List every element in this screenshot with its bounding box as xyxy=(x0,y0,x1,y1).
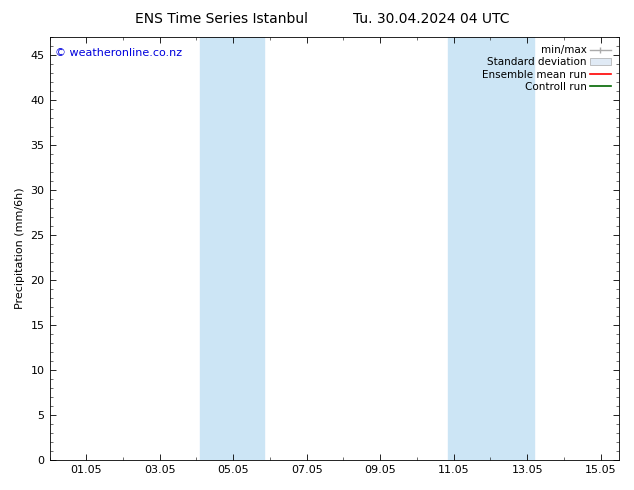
Bar xyxy=(448,37,534,460)
Legend: min/max, Standard deviation, Ensemble mean run, Controll run: min/max, Standard deviation, Ensemble me… xyxy=(479,42,614,95)
Text: Tu. 30.04.2024 04 UTC: Tu. 30.04.2024 04 UTC xyxy=(353,12,509,26)
Text: ENS Time Series Istanbul: ENS Time Series Istanbul xyxy=(136,12,308,26)
Text: © weatheronline.co.nz: © weatheronline.co.nz xyxy=(55,48,183,58)
Bar xyxy=(200,37,264,460)
Y-axis label: Precipitation (mm/6h): Precipitation (mm/6h) xyxy=(15,188,25,309)
